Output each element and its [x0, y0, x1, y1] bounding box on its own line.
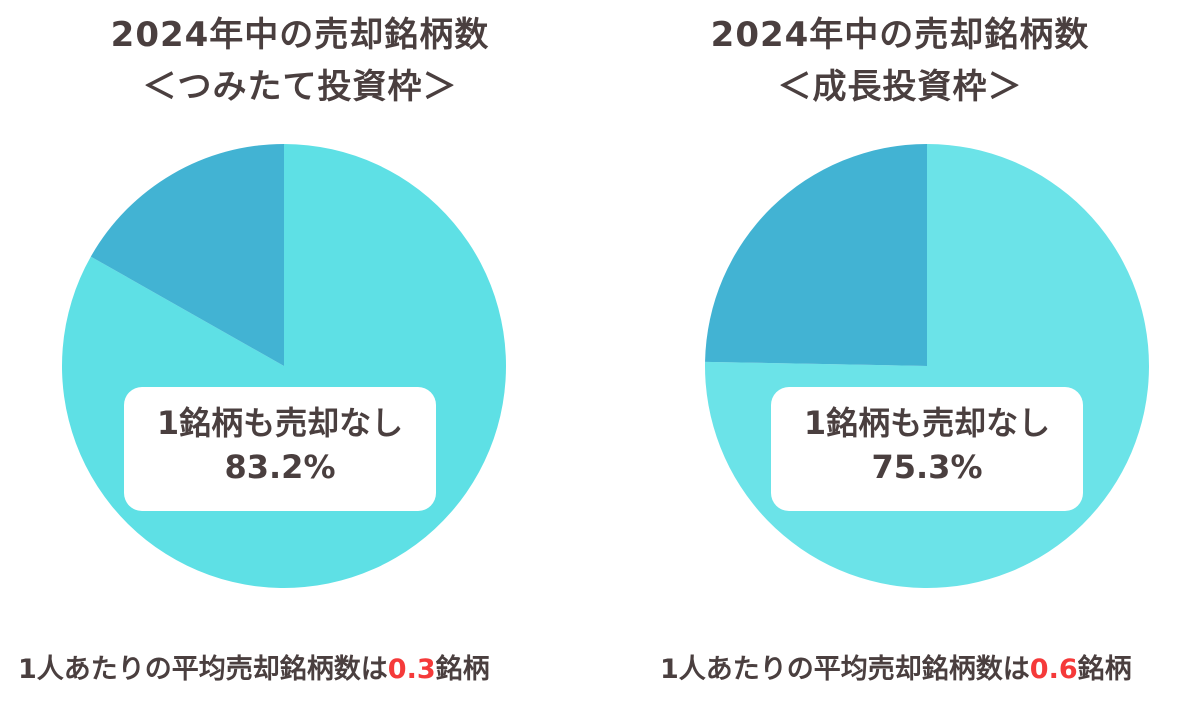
pie-slice-other — [705, 144, 927, 366]
slice-label-box: 1銘柄も売却なし 83.2% — [124, 387, 436, 511]
chart-subtitle: ＜つみたて投資枠＞ — [142, 67, 458, 107]
chart-title: 2024年中の売却銘柄数 — [110, 15, 490, 55]
footer-note: 1人あたりの平均売却銘柄数は0.6銘柄 — [660, 650, 1132, 690]
slice-label: 1銘柄も売却なし — [803, 404, 1051, 442]
footer-value: 0.3 — [387, 654, 436, 685]
chart-subtitle: ＜成長投資枠＞ — [777, 67, 1023, 107]
slice-value-label: 83.2% — [224, 448, 336, 486]
footer-prefix: 1人あたりの平均売却銘柄数は — [18, 654, 388, 685]
chart-panel-tsumitate: 2024年中の売却銘柄数 ＜つみたて投資枠＞ 1銘柄も売却なし 83.2% 1人… — [18, 15, 506, 690]
footer-note: 1人あたりの平均売却銘柄数は0.3銘柄 — [18, 650, 490, 690]
footer-prefix: 1人あたりの平均売却銘柄数は — [660, 654, 1030, 685]
pie-chart-seicho — [705, 144, 1149, 588]
slice-value-label: 75.3% — [871, 448, 983, 486]
footer-value: 0.6 — [1029, 654, 1078, 685]
pie-slice-other — [90, 144, 284, 366]
footer-suffix: 銘柄 — [1077, 654, 1132, 685]
slice-label-box: 1銘柄も売却なし 75.3% — [771, 387, 1083, 511]
footer-suffix: 銘柄 — [435, 654, 490, 685]
chart-title: 2024年中の売却銘柄数 — [710, 15, 1090, 55]
slice-label: 1銘柄も売却なし — [156, 404, 404, 442]
chart-panel-seicho: 2024年中の売却銘柄数 ＜成長投資枠＞ 1銘柄も売却なし 75.3% 1人あた… — [600, 0, 1200, 709]
pie-chart-tsumitate — [61, 144, 506, 588]
